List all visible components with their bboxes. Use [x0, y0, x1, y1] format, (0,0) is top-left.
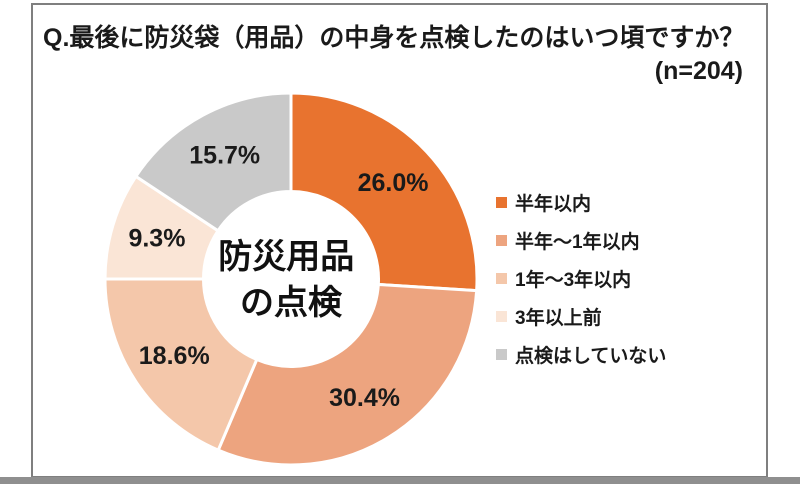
- legend-swatch-icon: [496, 273, 507, 284]
- donut-slices: [103, 91, 479, 467]
- legend-item-2: 1年～3年以内: [496, 268, 666, 291]
- donut-center-line-1: 防災用品: [218, 238, 354, 276]
- donut-slice-2: [103, 277, 259, 452]
- legend-label: 半年以内: [515, 194, 592, 215]
- legend-item-4: 点検はしていない: [496, 344, 667, 367]
- donut-slice-1: [216, 282, 479, 467]
- legend-swatch-icon: [496, 311, 507, 322]
- legend-swatch-icon: [496, 349, 507, 360]
- slice-value-label-3: 9.3%: [128, 225, 185, 253]
- chart-legend: 半年以内半年～1年以内 1年～3年以内 3年以上前点検はしていない: [496, 192, 666, 382]
- legend-swatch-icon: [496, 197, 507, 208]
- legend-label: 1年～3年以内: [515, 270, 632, 291]
- question-title: Q.最後に防災袋（用品）の中身を点検したのはいつ頃ですか？: [43, 24, 745, 52]
- donut-slice-labels: 26.0% 30.4% 18.6% 9.3% 15.7%: [128, 142, 428, 412]
- donut-slice-4: [134, 91, 293, 233]
- legend-item-3: 3年以上前: [496, 306, 666, 329]
- legend-label: 点検はしていない: [515, 346, 667, 367]
- sample-size-label: (n=204): [654, 57, 743, 85]
- donut-center-label: 防災用品 の点検: [218, 238, 363, 322]
- slice-value-label-0: 26.0%: [358, 169, 429, 197]
- donut-center-line-2: の点検: [240, 284, 343, 322]
- legend-label: 3年以上前: [515, 308, 602, 329]
- slice-value-label-2: 18.6%: [139, 342, 210, 370]
- slice-value-label-4: 15.7%: [189, 142, 260, 170]
- bottom-divider: [0, 477, 800, 484]
- legend-swatch-icon: [496, 235, 507, 246]
- legend-label: 半年～1年以内: [515, 232, 640, 253]
- donut-slice-0: [289, 91, 479, 293]
- slice-value-label-1: 30.4%: [329, 384, 400, 412]
- legend-item-0: 半年以内: [496, 192, 666, 215]
- legend-item-1: 半年～1年以内: [496, 230, 666, 253]
